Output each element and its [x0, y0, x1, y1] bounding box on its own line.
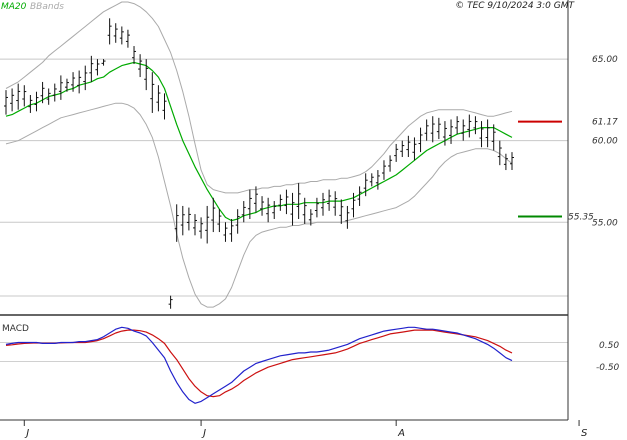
macd-label: MACD [2, 324, 29, 334]
legend-bbands: BBands [30, 2, 64, 12]
macd-tick-pos: 0.50 [599, 341, 619, 351]
macd-lines [5, 326, 513, 404]
price-tick-label: 55.00 [592, 218, 618, 228]
copyright-text: © TEC 9/10/2024 3:0 GMT [455, 1, 575, 11]
resistance-label: 61.17 [592, 118, 618, 128]
bb-lower-line [5, 102, 513, 308]
x-tick-label: S [581, 428, 588, 439]
x-tick-label: A [397, 428, 405, 439]
chart-frame [0, 0, 568, 420]
macd-tick-neg: -0.50 [596, 363, 620, 373]
macd-line [5, 326, 513, 404]
ma20-polyline [5, 61, 513, 222]
x-tick-label: J [24, 428, 29, 439]
legend-ma20: MA20 [1, 2, 27, 12]
price-tick-label: 60.00 [592, 137, 618, 147]
x-axis: JJASO [23, 420, 588, 439]
price-bars [4, 18, 514, 309]
macd-gridlines [0, 342, 568, 362]
price-gridlines [0, 58, 568, 297]
bb-upper-band [5, 1, 513, 194]
macd-signal-line [5, 329, 513, 398]
support-label: 55.35 [568, 213, 594, 223]
price-axis: 65.00 60.00 55.00 [592, 55, 618, 228]
bb-lower-band [5, 102, 513, 308]
ma20-line [5, 61, 513, 222]
price-tick-label: 65.00 [592, 55, 618, 65]
x-tick-label: J [201, 428, 206, 439]
bb-upper-line [5, 1, 513, 194]
